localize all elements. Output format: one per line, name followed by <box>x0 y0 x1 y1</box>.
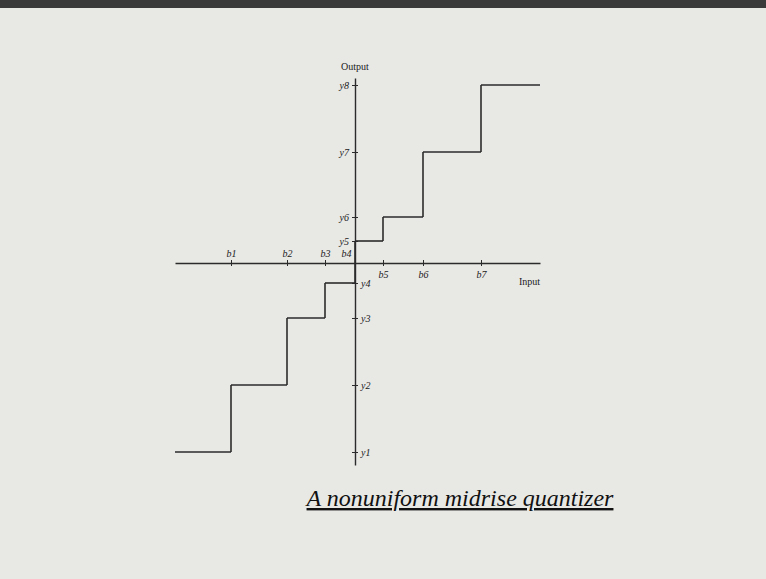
x-tick: b1 <box>227 248 237 266</box>
title: A nonuniform midrise quantizer <box>305 485 615 511</box>
x-tick-label: b5 <box>379 269 389 280</box>
step-riser <box>354 241 356 283</box>
step-level <box>481 84 540 86</box>
y-tick: y2 <box>352 380 370 391</box>
step-level <box>325 282 355 284</box>
y-tick-mark <box>352 85 358 86</box>
step-level <box>175 451 231 453</box>
y-axis-line <box>355 79 356 466</box>
x-axis-title: Input <box>519 276 540 287</box>
x-tick-mark <box>481 260 482 266</box>
step-level <box>383 216 423 218</box>
y-tick-mark <box>352 452 358 453</box>
x-axis-line <box>176 263 541 264</box>
y-tick-label: y8 <box>339 80 349 91</box>
staircase <box>175 85 540 452</box>
y-tick-label: y5 <box>339 236 349 247</box>
y-tick-label: y3 <box>360 313 370 324</box>
x-tick: b6 <box>419 260 429 280</box>
step-riser <box>324 283 326 318</box>
y-tick-label: y2 <box>360 380 370 391</box>
x-tick: b2 <box>283 248 293 266</box>
y-tick-label: y4 <box>360 278 370 289</box>
x-tick-label: b7 <box>477 269 488 280</box>
y-tick-label: y1 <box>360 447 370 458</box>
step-riser <box>286 318 288 385</box>
x-tick-label: b1 <box>227 248 237 259</box>
step-riser <box>422 152 424 217</box>
y-tick-mark <box>352 318 358 319</box>
step-riser <box>382 217 384 241</box>
y-tick-mark <box>352 217 358 218</box>
x-tick-mark <box>287 260 288 266</box>
step-riser <box>230 385 232 452</box>
x-tick-label: b2 <box>283 248 293 259</box>
x-tick: b7 <box>477 260 488 280</box>
photo-edge <box>0 0 766 8</box>
y-tick-mark <box>352 152 358 153</box>
paper <box>0 0 766 579</box>
x-tick: b4 <box>342 248 356 266</box>
y-tick: y3 <box>352 313 370 324</box>
step-riser <box>480 85 482 152</box>
x-tick-mark <box>325 260 326 266</box>
step-level <box>231 384 287 386</box>
x-tick-mark <box>423 260 424 266</box>
x-tick: b5 <box>379 260 389 280</box>
y-tick: y6 <box>339 212 358 223</box>
x-tick-label: b6 <box>419 269 429 280</box>
x-axis: b1 b2 b3 b4 b5 b6 b7 <box>176 248 541 280</box>
x-tick-label: b3 <box>321 248 331 259</box>
x-tick-mark <box>231 260 232 266</box>
y-tick-label: y6 <box>339 212 349 223</box>
x-tick: b3 <box>321 248 331 266</box>
y-tick-label: y7 <box>339 147 350 158</box>
y-tick: y7 <box>339 147 358 158</box>
y-tick: y1 <box>352 447 370 458</box>
y-axis-title: Output <box>341 61 369 72</box>
step-level <box>423 151 481 153</box>
y-tick-mark <box>352 385 358 386</box>
step-level <box>355 240 383 242</box>
y-tick: y8 <box>339 80 358 91</box>
chart: b1 b2 b3 b4 b5 b6 b7 y1 y2 y3 y4 y5 y6 y7 y8 Output Inpu… <box>0 0 766 579</box>
y-axis: y1 y2 y3 y4 y5 y6 y7 y8 <box>339 79 371 466</box>
x-tick-mark <box>383 260 384 266</box>
step-level <box>287 317 325 319</box>
x-tick-label: b4 <box>342 248 352 259</box>
